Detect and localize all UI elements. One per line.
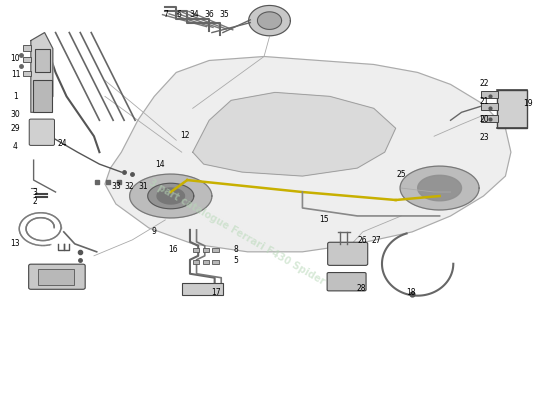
Text: 29: 29: [10, 124, 20, 133]
Bar: [182, 283, 223, 295]
FancyBboxPatch shape: [29, 119, 54, 145]
Text: 36: 36: [204, 10, 214, 19]
Bar: [481, 91, 498, 98]
Text: 34: 34: [189, 10, 199, 19]
Polygon shape: [148, 183, 194, 209]
Bar: [35, 48, 50, 72]
Bar: [192, 248, 199, 252]
Text: 3: 3: [32, 188, 37, 196]
Polygon shape: [257, 12, 282, 29]
Text: 32: 32: [125, 182, 134, 190]
Text: 30: 30: [10, 110, 20, 119]
Bar: [481, 103, 498, 110]
Text: 1: 1: [13, 92, 18, 101]
Polygon shape: [192, 92, 395, 176]
Bar: [202, 260, 209, 264]
Text: 33: 33: [111, 182, 121, 190]
Text: 19: 19: [524, 99, 534, 108]
Text: 31: 31: [139, 182, 148, 190]
Text: 17: 17: [211, 288, 221, 297]
Polygon shape: [31, 32, 53, 112]
Text: 8: 8: [233, 245, 238, 254]
Text: 7: 7: [163, 10, 168, 19]
Bar: [497, 90, 527, 128]
FancyBboxPatch shape: [327, 272, 366, 291]
Text: 5: 5: [233, 256, 238, 265]
Text: 14: 14: [155, 160, 164, 170]
Text: 22: 22: [480, 79, 490, 88]
Polygon shape: [105, 56, 511, 252]
Bar: [192, 260, 199, 264]
Text: 10: 10: [10, 54, 20, 63]
Text: 21: 21: [480, 97, 490, 106]
Polygon shape: [157, 188, 184, 204]
Bar: [23, 45, 31, 50]
Text: 4: 4: [13, 142, 18, 151]
Text: 23: 23: [480, 132, 490, 142]
Text: 26: 26: [358, 236, 367, 245]
Text: 20: 20: [480, 114, 490, 124]
Text: 18: 18: [406, 288, 416, 297]
Text: 9: 9: [152, 227, 157, 236]
Text: 24: 24: [57, 139, 67, 148]
Text: 35: 35: [219, 10, 229, 19]
Polygon shape: [249, 6, 290, 36]
FancyBboxPatch shape: [328, 242, 368, 265]
Text: 15: 15: [320, 215, 329, 224]
Bar: [481, 115, 498, 122]
Text: 11: 11: [11, 70, 20, 79]
Text: 12: 12: [180, 131, 189, 140]
Text: 28: 28: [357, 284, 366, 293]
Text: 27: 27: [372, 236, 381, 245]
Bar: [32, 80, 52, 112]
Polygon shape: [130, 174, 212, 218]
Text: 16: 16: [169, 245, 178, 254]
Bar: [23, 57, 31, 62]
Polygon shape: [417, 175, 461, 201]
Text: 2: 2: [32, 197, 37, 206]
Text: 6: 6: [177, 10, 182, 19]
Text: 13: 13: [10, 238, 20, 248]
FancyBboxPatch shape: [29, 264, 85, 289]
Text: 3 part catalogue Ferrari F430 Spider: 3 part catalogue Ferrari F430 Spider: [147, 177, 326, 286]
Text: 25: 25: [397, 170, 406, 178]
Polygon shape: [400, 166, 479, 210]
Bar: [23, 71, 31, 76]
Bar: [202, 248, 209, 252]
Bar: [212, 248, 219, 252]
Bar: [212, 260, 219, 264]
Bar: [38, 269, 74, 284]
